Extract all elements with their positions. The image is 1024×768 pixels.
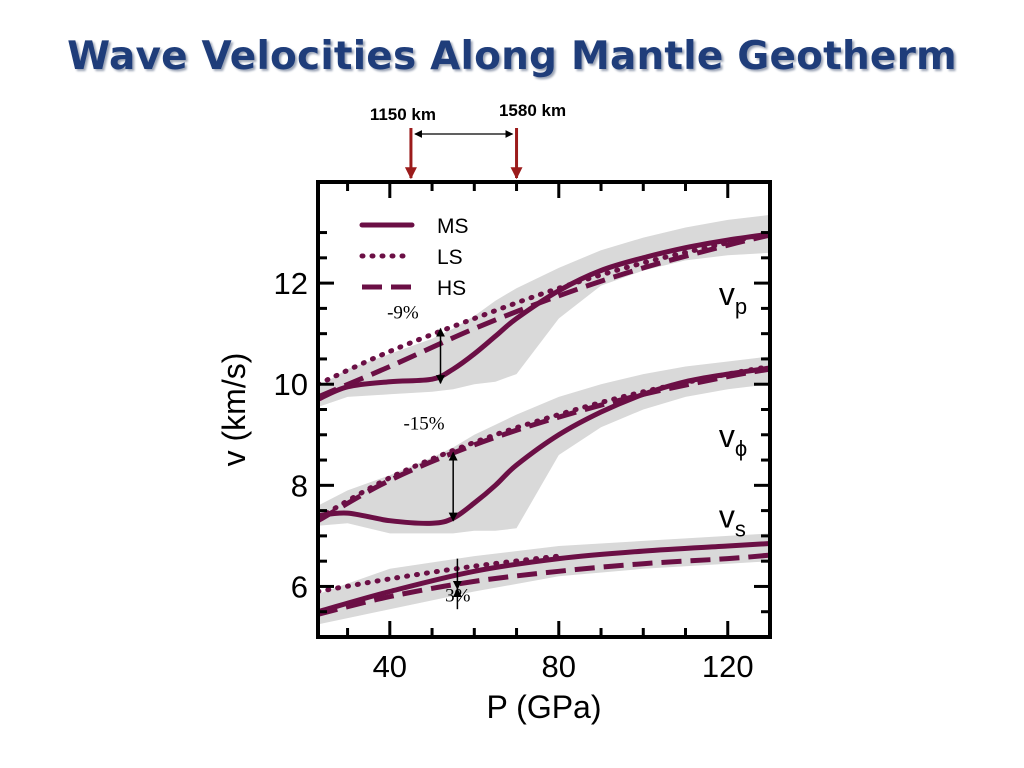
slide-title: Wave Velocities Along Mantle Geotherm: [67, 34, 957, 79]
series-vp-ls: [318, 230, 770, 387]
x-tick-label: 120: [702, 649, 754, 684]
series-vs-ls: [318, 553, 562, 594]
y-axis-label: v (km/s): [216, 353, 252, 467]
series-vp-hs: [318, 232, 770, 400]
depth-marker-label: 1150 km: [370, 105, 436, 124]
depth-marker-label: 1580 km: [499, 101, 566, 120]
legend-label-hs: HS: [437, 277, 466, 300]
legend-label-ls: LS: [437, 246, 463, 269]
x-axis-label: P (GPa): [487, 689, 602, 725]
series-vs-hs: [318, 552, 770, 617]
depth-markers: 1150 km 1580 km: [370, 101, 566, 180]
legend: MS LS HS: [359, 215, 469, 300]
y-tick-label: 10: [274, 367, 308, 402]
x-tick-label: 40: [373, 649, 407, 684]
annotations: -9%-15%3%: [387, 303, 471, 610]
curve-label-vp: vp: [719, 276, 747, 319]
series-vp-ms: [318, 231, 770, 402]
x-tick-label: 80: [542, 649, 576, 684]
curve-label-vs: vs: [719, 499, 746, 542]
curve-labels: vp vϕ vs: [719, 276, 747, 541]
curve-label-vϕ: vϕ: [719, 418, 747, 461]
series-vs-ms: [318, 541, 770, 615]
y-tick-label: 8: [291, 468, 308, 503]
y-tick-label: 6: [291, 569, 308, 604]
axes: 40 80 120 6 8 10 12 P (GPa) v (km/s): [216, 180, 772, 725]
annotation-label: -15%: [403, 414, 444, 435]
band-vs: [318, 533, 770, 625]
series-vphi-hs: [318, 366, 770, 523]
annotation-label: -9%: [387, 303, 419, 324]
series-lines: [318, 230, 770, 617]
legend-label-ms: MS: [437, 215, 469, 238]
y-tick-label: 12: [274, 266, 308, 301]
